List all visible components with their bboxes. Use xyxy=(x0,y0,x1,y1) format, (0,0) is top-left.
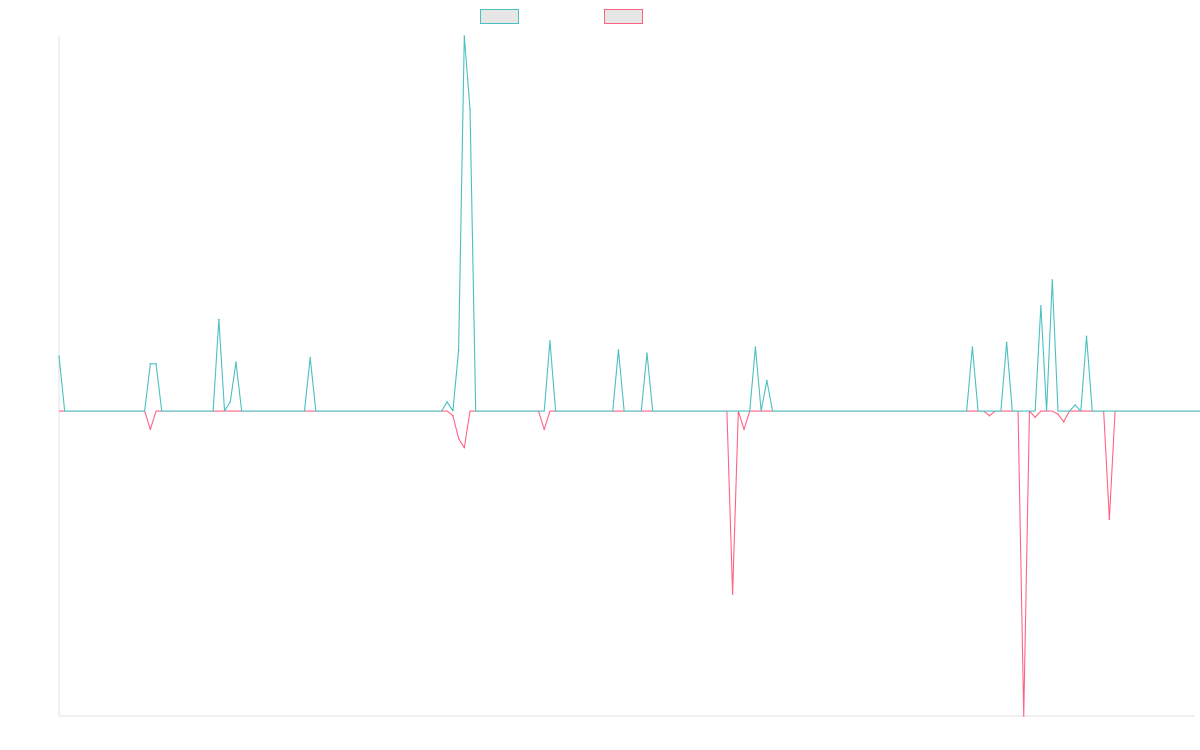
data-point xyxy=(452,414,454,417)
data-point xyxy=(1051,279,1054,281)
data-point xyxy=(731,593,734,595)
data-point xyxy=(1005,341,1008,344)
series-2-line xyxy=(59,410,1200,717)
data-point xyxy=(971,346,974,348)
data-point xyxy=(646,352,648,354)
series-2-points xyxy=(149,413,1111,717)
data-point xyxy=(1034,416,1036,418)
data-point xyxy=(469,108,471,110)
data-point xyxy=(1040,305,1042,307)
data-point xyxy=(457,437,460,440)
data-point xyxy=(549,340,551,342)
data-point xyxy=(1062,420,1065,423)
data-point xyxy=(218,318,220,321)
legend-item-series-2[interactable] xyxy=(604,9,649,24)
data-point xyxy=(149,363,152,365)
data-point xyxy=(463,446,466,449)
data-point xyxy=(1085,335,1088,338)
series-layer xyxy=(58,35,1200,717)
data-point xyxy=(988,414,991,417)
data-point xyxy=(446,401,448,403)
data-point xyxy=(1022,715,1025,717)
legend-swatch-series-1 xyxy=(480,9,519,24)
data-point xyxy=(155,363,157,365)
axes xyxy=(58,36,1195,717)
data-point xyxy=(309,356,311,359)
data-point xyxy=(617,349,620,351)
data-point xyxy=(754,346,757,348)
data-point xyxy=(1057,413,1059,415)
series-1-line xyxy=(58,35,1200,412)
legend-swatch-series-2 xyxy=(604,9,643,24)
series-1-points xyxy=(58,35,1088,406)
data-point xyxy=(149,428,152,431)
data-point xyxy=(229,401,232,403)
data-point xyxy=(463,35,466,37)
data-point xyxy=(743,428,745,431)
data-point xyxy=(1108,518,1111,521)
data-point xyxy=(1074,404,1076,406)
data-point xyxy=(766,379,768,382)
data-point xyxy=(543,428,546,431)
legend-item-series-1[interactable] xyxy=(480,9,525,24)
data-point xyxy=(235,361,237,364)
data-point xyxy=(457,349,460,351)
data-point xyxy=(58,355,60,357)
